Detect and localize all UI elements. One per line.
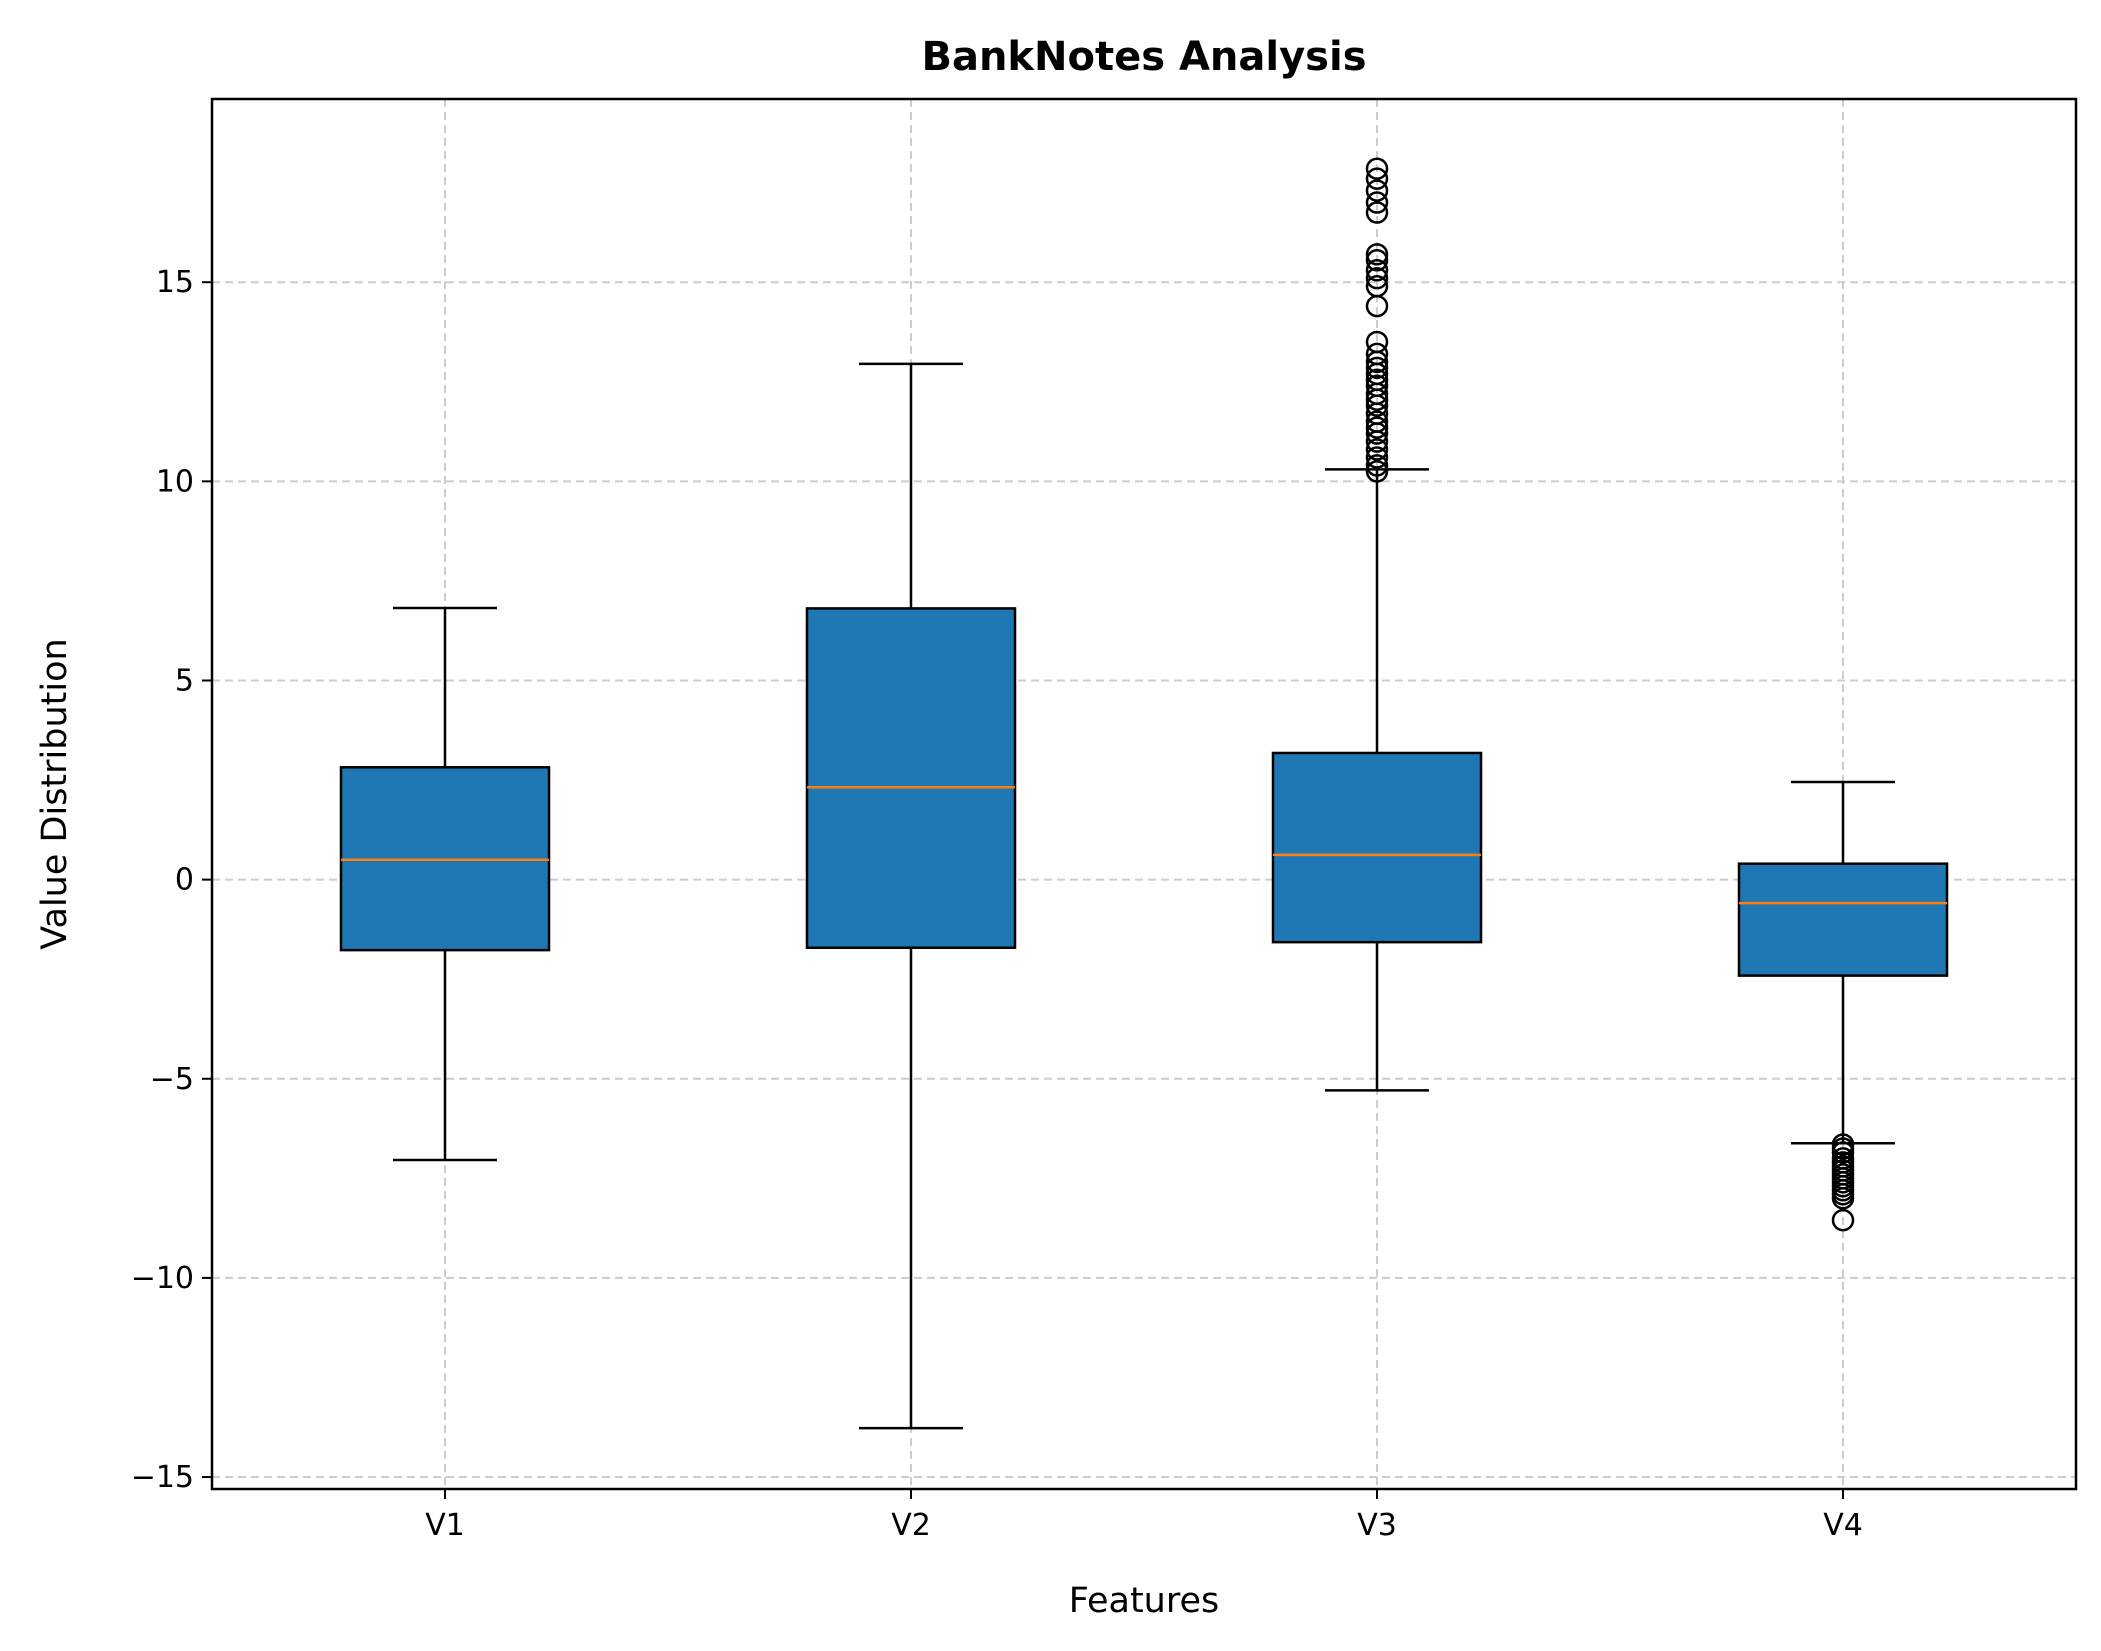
outlier-point [1831,1141,1855,1164]
boxes-layer [339,157,1949,1430]
outlier-point [1365,374,1389,398]
y-tick-label: −10 [131,1261,194,1296]
outlier-point [1831,1187,1855,1210]
x-tick-label: V1 [425,1508,465,1543]
outlier-point [1365,243,1389,266]
y-tick-label: 15 [156,265,194,300]
outlier-point [1365,342,1389,366]
outlier-point [1365,249,1389,272]
axes-frame [210,97,2078,1491]
outlier-point [1365,179,1389,202]
x-tick-label: V4 [1823,1508,1863,1543]
ticks-layer: −15 −10 −5 0 5 10 15 V1 V2 V3 V4 [131,265,1863,1543]
y-tick-label: 10 [156,464,194,499]
box-group-v1 [339,606,551,1162]
outlier-point [1365,259,1389,282]
outlier-point [1365,330,1389,354]
outlier-point [1365,438,1389,461]
x-tick-label: V2 [891,1508,931,1543]
y-tick-label: −15 [131,1460,194,1495]
y-axis-label: Value Distribution [35,638,75,949]
outlier-point [1365,446,1389,469]
y-tick-label: 5 [175,663,194,698]
outlier-point [1365,356,1389,380]
box-iqr [1271,751,1483,944]
outlier-point [1365,201,1389,224]
outlier-point [1365,454,1389,477]
box-iqr [805,607,1017,949]
box-iqr [1737,862,1949,977]
outlier-point [1365,368,1389,392]
outlier-point [1365,410,1389,433]
outlier-point [1365,460,1389,483]
outlier-point [1365,416,1389,439]
box-group-v2 [805,362,1017,1430]
outlier-point [1365,274,1389,298]
chart-title: BankNotes Analysis [921,34,1366,80]
y-tick-label: 0 [175,863,194,898]
outlier-point [1365,266,1389,290]
outlier-point [1831,1208,1855,1232]
outlier-point [1365,157,1389,180]
y-tick-label: −5 [150,1062,194,1097]
outlier-point [1365,191,1389,214]
outlier-point [1365,167,1389,190]
box-group-v3 [1271,157,1483,1092]
x-tick-label: V3 [1357,1508,1397,1543]
x-axis-label: Features [1069,1581,1220,1621]
box-group-v4 [1737,780,1949,1232]
